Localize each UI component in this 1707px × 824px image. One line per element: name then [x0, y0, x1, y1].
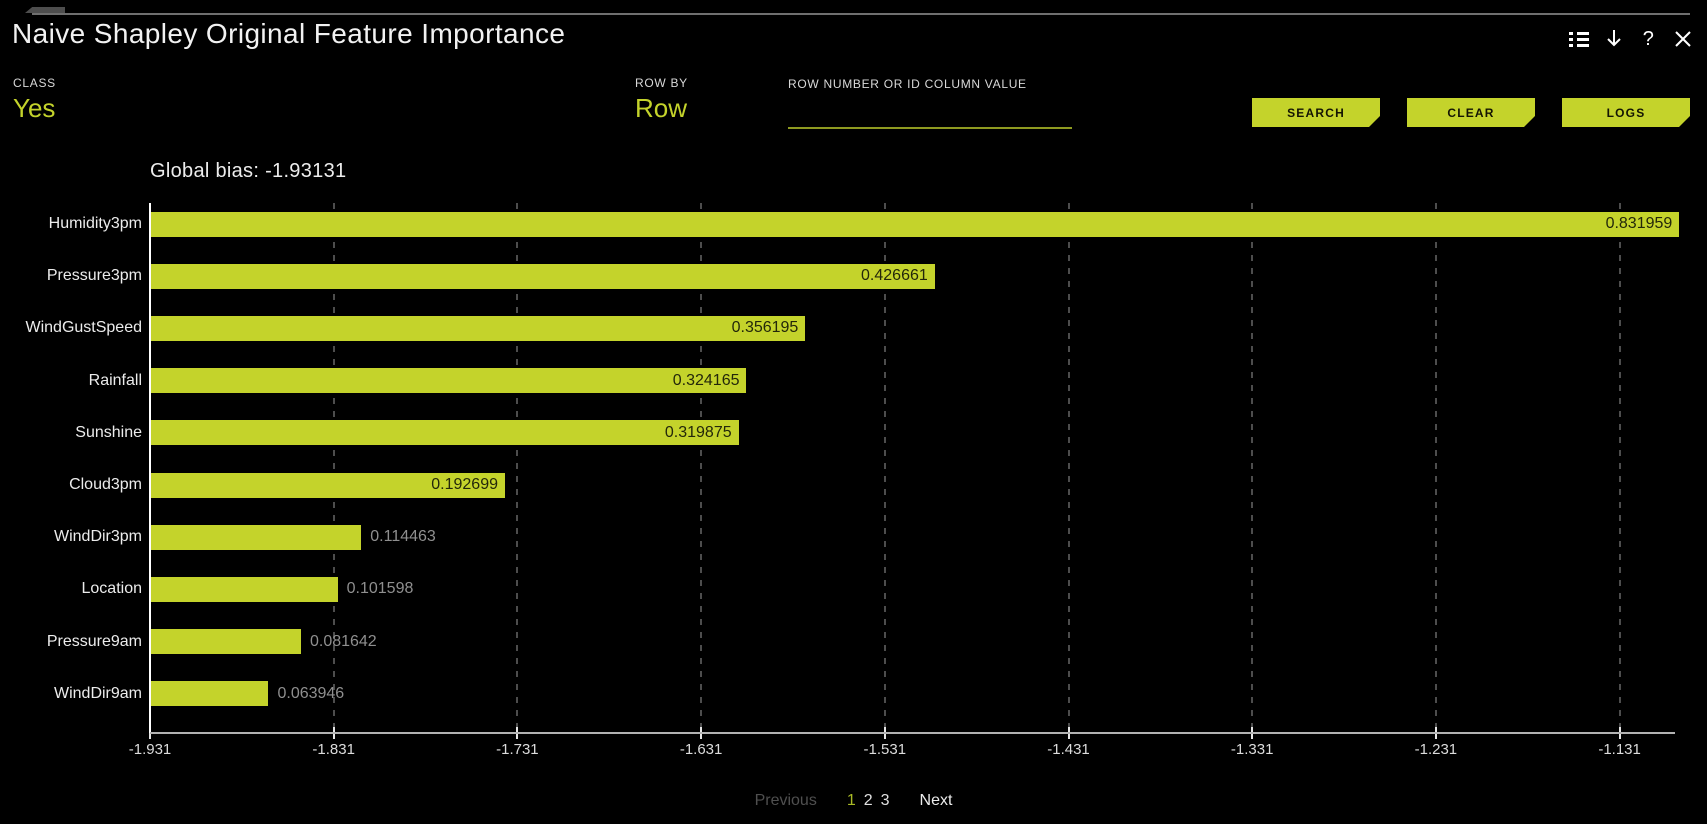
row-id-field-block: ROW NUMBER OR ID COLUMN VALUE	[788, 77, 1072, 129]
bar-row: Rainfall 0.324165	[0, 368, 747, 394]
x-axis-tick-label: -1.731	[496, 741, 539, 758]
bar	[151, 524, 362, 550]
global-bias-title: Global bias: -1.93131	[150, 160, 347, 182]
pagination-previous[interactable]: Previous	[754, 792, 817, 809]
logs-button[interactable]: LOGS	[1562, 98, 1690, 127]
y-axis-line	[149, 203, 151, 733]
help-icon[interactable]: ?	[1642, 28, 1654, 50]
row-id-input[interactable]	[788, 95, 1072, 129]
row-by-selector: ROW BY Row	[635, 76, 688, 124]
x-axis-tick-label: -1.331	[1230, 741, 1274, 758]
bar: 0.324165	[151, 368, 747, 394]
row-by-value: Row	[635, 93, 688, 123]
pagination-page-1[interactable]: 1	[846, 792, 856, 809]
bar	[151, 629, 301, 655]
bar-label: WindDir3pm	[53, 528, 142, 546]
gridline	[1618, 203, 1621, 733]
download-icon[interactable]	[1603, 28, 1625, 50]
bar-label: Rainfall	[88, 371, 142, 389]
bar-value: 0.831959	[1605, 215, 1673, 232]
gridline	[1067, 203, 1070, 733]
bar-row: Cloud3pm 0.192699	[0, 472, 505, 498]
bar-value: 0.081642	[309, 632, 377, 650]
clear-button[interactable]: CLEAR	[1407, 98, 1535, 127]
x-axis-tick-label: -1.931	[128, 741, 172, 758]
bar: 0.426661	[151, 263, 935, 289]
bar: 0.319875	[151, 420, 739, 446]
class-label: CLASS	[13, 76, 56, 90]
x-axis-tick-label: -1.131	[1598, 741, 1641, 758]
bar-label: WindDir9am	[53, 684, 142, 702]
class-value: Yes	[13, 93, 56, 123]
bar-label: Pressure3pm	[46, 267, 142, 285]
x-axis-line	[150, 732, 1675, 734]
bar-label: Humidity3pm	[48, 215, 142, 232]
header-icon-bar: ?	[1568, 26, 1694, 52]
gridline	[332, 203, 335, 733]
pagination-page-2[interactable]: 2	[863, 792, 873, 809]
x-axis-tick-label: -1.631	[679, 741, 723, 758]
bar-value: 0.319875	[664, 423, 732, 441]
bar-value: 0.192699	[431, 476, 498, 493]
list-options-icon[interactable]	[1568, 28, 1590, 50]
bar-label: Sunshine	[75, 423, 142, 441]
x-axis-tick-label: -1.431	[1047, 741, 1090, 758]
page-title: Naive Shapley Original Feature Importanc…	[12, 18, 566, 49]
gridline	[1251, 203, 1254, 733]
search-button[interactable]: SEARCH	[1252, 98, 1380, 127]
pagination-next[interactable]: Next	[919, 792, 953, 809]
bar-value: 0.063946	[277, 684, 345, 702]
bar-row: WindGustSpeed 0.356195	[0, 315, 806, 341]
bar	[151, 576, 338, 602]
gridline	[516, 203, 519, 733]
bar-row: Sunshine 0.319875	[0, 420, 739, 446]
bar-label: Pressure9am	[46, 632, 142, 650]
gridline	[700, 203, 703, 733]
x-axis-tick-label: -1.231	[1414, 741, 1458, 758]
bar-value: 0.356195	[731, 319, 799, 337]
bar-value: 0.114463	[370, 528, 436, 546]
action-buttons: SEARCH CLEAR LOGS	[1252, 98, 1690, 127]
x-axis-tick-label: -1.831	[312, 741, 355, 758]
bar-row: WindDir9am 0.063946	[0, 681, 345, 707]
gridline	[883, 203, 886, 733]
bar-row: Pressure9am 0.081642	[0, 629, 377, 655]
row-id-field-label: ROW NUMBER OR ID COLUMN VALUE	[788, 77, 1027, 91]
close-icon[interactable]	[1672, 28, 1694, 50]
bar-row: Pressure3pm 0.426661	[0, 263, 935, 289]
bar-value: 0.426661	[861, 267, 928, 285]
bar	[151, 681, 269, 707]
gridline	[1434, 203, 1437, 733]
bar-row: Location 0.101598	[0, 576, 414, 602]
x-axis-tick-label: -1.531	[863, 741, 907, 758]
bar: 0.831959	[151, 211, 1680, 237]
window-top-border	[32, 13, 1690, 15]
window-tab-decoration	[25, 7, 65, 13]
row-by-label: ROW BY	[635, 76, 688, 90]
class-selector: CLASS Yes	[13, 76, 56, 124]
bar-value: 0.324165	[672, 371, 740, 389]
bar-value: 0.101598	[346, 580, 414, 598]
bar-label: Location	[81, 580, 143, 598]
pagination-page-3[interactable]: 3	[880, 792, 890, 809]
bar: 0.356195	[151, 315, 806, 341]
bar-label: WindGustSpeed	[25, 319, 142, 337]
bar-row: WindDir3pm 0.114463	[0, 524, 436, 550]
bar-label: Cloud3pm	[69, 476, 142, 493]
bar-row: Humidity3pm 0.831959	[0, 211, 1680, 237]
bar: 0.192699	[151, 472, 505, 498]
